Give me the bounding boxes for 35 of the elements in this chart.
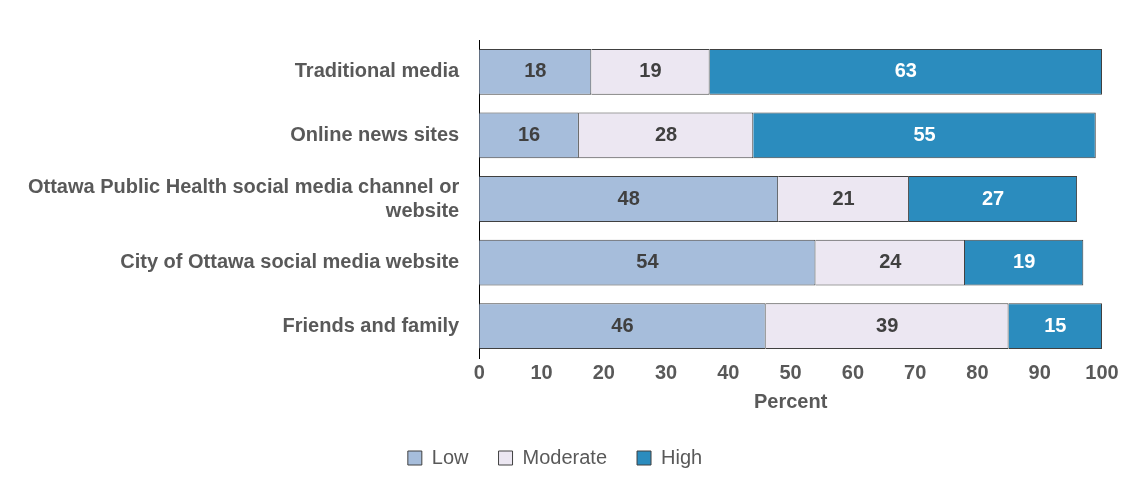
legend-label: Moderate (522, 445, 608, 468)
x-tick-label: 0 (473, 360, 485, 383)
data-label: 27 (981, 186, 1005, 209)
y-tick-label: Friends and family (282, 313, 461, 336)
x-tick-label: 30 (654, 360, 678, 383)
data-label: 16 (517, 122, 541, 145)
x-tick-label: 90 (1028, 360, 1051, 383)
data-label: 15 (1044, 313, 1067, 336)
data-label: 18 (524, 59, 547, 82)
y-tick-label: City of Ottawa social media website (120, 250, 460, 273)
data-label: 63 (894, 59, 917, 82)
x-tick-label: 20 (592, 360, 615, 383)
x-tick-label: 70 (904, 360, 927, 383)
x-tick-label: 50 (779, 360, 802, 383)
data-label: 39 (876, 313, 899, 336)
data-label: 55 (913, 122, 936, 145)
y-tick-label: Online news sites (290, 122, 460, 145)
x-tick-label: 60 (841, 360, 865, 383)
y-tick-label: Ottawa Public Health social media channel or website (28, 174, 460, 221)
x-tick-label: 10 (530, 360, 553, 383)
legend-label: Low (431, 445, 470, 468)
data-label: 28 (654, 122, 678, 145)
x-tick-label: 100 (1085, 360, 1119, 383)
data-label: 21 (832, 186, 855, 209)
legend-label: High (661, 445, 703, 468)
data-label: 19 (1013, 250, 1036, 273)
x-axis-title: Percent (753, 389, 828, 412)
data-label: 46 (611, 313, 634, 336)
data-label: 48 (617, 186, 640, 209)
x-tick-label: 40 (717, 360, 740, 383)
data-label: 24 (879, 250, 903, 273)
y-tick-label: Traditional media (294, 59, 461, 82)
data-label: 19 (639, 59, 662, 82)
data-label: 54 (636, 250, 660, 273)
x-tick-label: 80 (966, 360, 989, 383)
